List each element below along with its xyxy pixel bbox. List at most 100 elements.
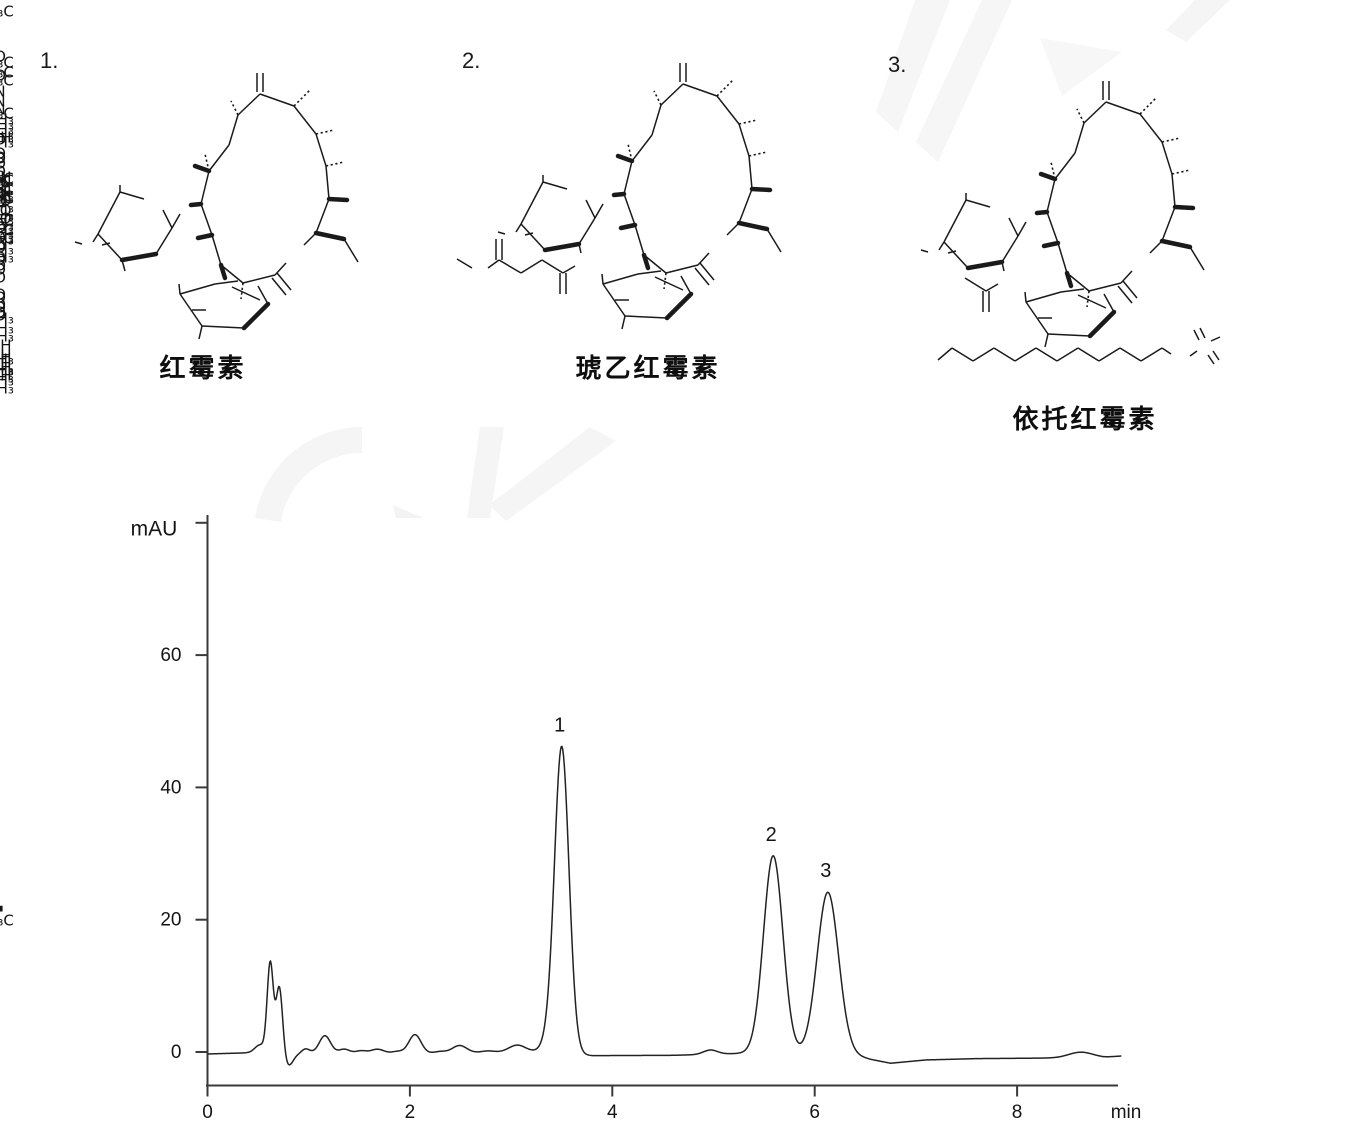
svg-text:CH₃: CH₃ [0, 217, 14, 235]
y-tick-label-0: 0 [171, 1042, 182, 1063]
svg-text:O: O [0, 163, 6, 181]
svg-text:H₃C: H₃C [0, 170, 14, 188]
x-tick-label-2: 2 [405, 1102, 416, 1123]
svg-text:H₃C: H₃C [0, 912, 14, 930]
x-tick-label-0: 0 [202, 1102, 213, 1123]
svg-text:O: O [0, 286, 6, 304]
svg-text:H₃C: H₃C [0, 222, 14, 240]
svg-text:O: O [0, 219, 6, 237]
x-tick-label-6: 6 [809, 1102, 820, 1123]
svg-text:H₃C: H₃C [0, 72, 14, 90]
svg-text:O: O [0, 304, 6, 322]
structure-1-drawing: OCH₃OHOHCH₃OCH₃OCH₃H₃CHOH₃CH₃COCH₃ONH₃CC… [0, 64, 359, 390]
svg-text:OH: OH [0, 347, 12, 365]
svg-text:CH₃: CH₃ [0, 111, 14, 129]
svg-text:H₃C: H₃C [0, 190, 14, 208]
svg-text:HO: HO [0, 202, 12, 220]
svg-text:O: O [0, 185, 6, 203]
svg-text:CH₃: CH₃ [0, 372, 14, 390]
svg-text:O: O [0, 145, 6, 163]
chart-trace [207, 745, 1122, 1066]
chart-axes: 0 20 40 60 mAU 0 2 4 6 8 min [131, 515, 1142, 1123]
svg-text:O: O [0, 307, 6, 325]
svg-text:CH₃: CH₃ [0, 211, 14, 229]
svg-text:O: O [0, 175, 6, 193]
svg-text:O: O [0, 168, 6, 186]
svg-text:CH₃: CH₃ [0, 207, 14, 225]
svg-text:H₃C: H₃C [0, 105, 14, 123]
y-tick-label-20: 20 [160, 910, 181, 931]
svg-text:O: O [0, 149, 6, 167]
svg-text:OH: OH [0, 179, 12, 197]
svg-text:O: O [0, 289, 6, 307]
structure-2-number: 2. [462, 48, 481, 73]
laurylsulfate-chain: .H₃COSOOHO [0, 327, 1221, 930]
svg-text:CH₃: CH₃ [0, 129, 14, 147]
svg-text:N: N [0, 83, 6, 101]
y-tick-label-40: 40 [160, 777, 181, 798]
x-tick-label-4: 4 [607, 1102, 618, 1123]
svg-text:OH: OH [0, 129, 12, 147]
svg-text:CH₃: CH₃ [0, 121, 14, 139]
structure-1-number: 1. [40, 48, 59, 73]
structure-1-name: 红霉素 [159, 354, 247, 383]
x-axis-label: min [1111, 1102, 1142, 1123]
svg-text:O: O [0, 229, 6, 247]
svg-text:O: O [0, 193, 6, 211]
svg-text:O: O [0, 269, 6, 287]
svg-text:CH₃: CH₃ [0, 362, 14, 380]
svg-text:CH₃: CH₃ [0, 380, 14, 398]
svg-text:H₃C: H₃C [0, 64, 14, 82]
svg-text:O: O [0, 131, 6, 149]
structure-2-name: 琥乙红霉素 [575, 354, 721, 383]
svg-text:CH₃: CH₃ [0, 116, 14, 134]
watermark-stroke-3 [876, 0, 950, 132]
svg-text:O: O [0, 296, 6, 314]
svg-text:OH: OH [0, 169, 12, 187]
svg-text:O: O [0, 261, 6, 279]
svg-text:CH₃: CH₃ [0, 199, 14, 217]
svg-text:CH₃: CH₃ [0, 310, 14, 328]
svg-text:H₃C: H₃C [0, 230, 14, 248]
watermark-stroke-4 [916, 0, 1012, 162]
svg-text:O: O [0, 67, 6, 85]
svg-text:O: O [0, 239, 6, 257]
svg-text:O: O [0, 185, 6, 203]
svg-text:O: O [0, 155, 6, 173]
svg-text:N: N [0, 93, 6, 111]
svg-text:CH₃: CH₃ [0, 126, 14, 144]
svg-text:CH₃: CH₃ [0, 361, 14, 379]
structure-3-drawing: OCH₃OHOHCH₃OCH₃OCH₃H₃CHOH₃CH₃COCH₃ONH₃CC… [0, 72, 1221, 930]
svg-text:OH: OH [0, 359, 12, 377]
svg-text:H₃C: H₃C [0, 172, 14, 190]
svg-text:CH₃: CH₃ [0, 229, 14, 247]
svg-text:H₃C: H₃C [0, 54, 14, 72]
watermark-stroke-6 [1166, 0, 1230, 42]
svg-text:CH₃: CH₃ [0, 207, 14, 225]
svg-text:O: O [0, 175, 6, 193]
svg-text:H₃C: H₃C [0, 182, 14, 200]
peak-label-1: 1 [554, 714, 565, 736]
peak-label-2: 2 [766, 824, 777, 846]
peak-label-3: 3 [820, 860, 831, 882]
svg-text:OH: OH [0, 367, 12, 385]
y-tick-label-60: 60 [160, 645, 181, 666]
svg-text:OH: OH [0, 355, 12, 373]
svg-text:CH₃: CH₃ [0, 351, 14, 369]
svg-text:O: O [0, 299, 6, 317]
watermark-stroke-2 [489, 427, 616, 521]
watermark-arc [255, 426, 363, 523]
svg-text:CH₃: CH₃ [0, 320, 14, 338]
svg-text:CH₃: CH₃ [0, 231, 14, 249]
svg-text:.: . [0, 885, 6, 920]
svg-text:O: O [0, 237, 6, 255]
structure-3-number: 3. [888, 52, 907, 77]
y-axis-label: mAU [131, 518, 178, 541]
svg-text:H₃C: H₃C [0, 3, 14, 21]
watermark-triangle [393, 505, 423, 518]
watermark-stroke-1 [467, 427, 504, 518]
svg-text:O: O [0, 48, 6, 66]
